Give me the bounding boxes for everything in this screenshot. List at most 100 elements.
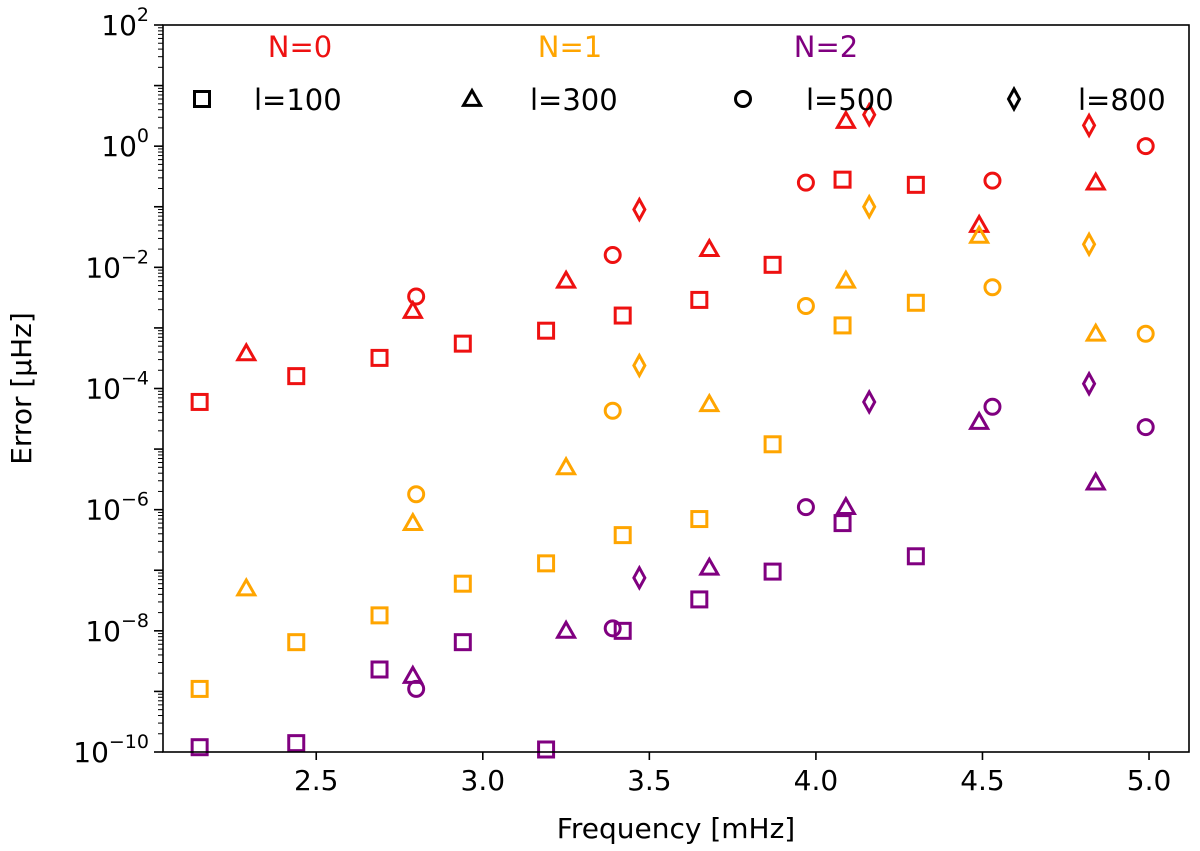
data-point (796, 297, 815, 316)
axes: 2.5 3.0 3.5 4.0 4.5 5.0 10−10 10−8 10−6 10−4 10−2 1… (5, 4, 1190, 845)
x-tick-label: 4.0 (794, 764, 839, 797)
data-point (537, 554, 556, 573)
legend-entry-l300: l=300 (460, 83, 618, 117)
data-point (453, 334, 472, 353)
data-point (1084, 471, 1107, 491)
y-tick-label: 10−10 (73, 731, 149, 769)
legend-square-icon (193, 90, 211, 108)
data-point (968, 213, 991, 233)
data-point (906, 175, 925, 194)
data-point (861, 193, 877, 220)
y-tick-label: 10−2 (85, 246, 149, 284)
data-point (235, 576, 258, 597)
data-point (370, 348, 389, 367)
data-point (370, 606, 389, 625)
series-3 (632, 101, 1097, 223)
data-point (287, 367, 306, 386)
data-point (370, 660, 389, 679)
legend-label: l=800 (1078, 83, 1166, 117)
y-tick-label: 10−6 (85, 489, 149, 527)
data-point (834, 495, 857, 516)
data-point (1136, 418, 1155, 437)
data-point (834, 109, 857, 129)
legend-circle-icon (734, 90, 752, 108)
data-point (698, 556, 721, 576)
data-point (983, 397, 1002, 416)
data-point (1136, 324, 1155, 343)
legend: N=0 N=1 N=2 l=100 l=300 l=500 l=800 (193, 30, 1166, 117)
data-point (690, 290, 709, 309)
series-6 (407, 278, 1155, 504)
data-point (401, 299, 424, 319)
legend-diamond-icon (1006, 85, 1022, 113)
plot-area (190, 101, 1155, 759)
y-tick-label: 100 (101, 125, 149, 163)
data-point (861, 388, 877, 416)
data-point (407, 485, 426, 504)
data-point (190, 738, 209, 757)
series-5 (235, 224, 1107, 597)
data-point (603, 401, 622, 420)
y-tick-label: 10−8 (85, 610, 149, 648)
series-7 (632, 193, 1097, 379)
data-point (603, 245, 622, 264)
data-point (1081, 112, 1097, 139)
y-axis-label: Error [μHz] (5, 312, 38, 465)
data-point (407, 287, 426, 306)
data-point (690, 510, 709, 529)
data-point (698, 392, 721, 413)
data-point (698, 237, 721, 257)
legend-entry-l800: l=800 (1006, 83, 1166, 117)
legend-label-n2: N=2 (794, 30, 858, 64)
data-point (1084, 322, 1107, 342)
data-point (554, 269, 578, 289)
data-point (632, 564, 647, 591)
legend-entry-l100: l=100 (193, 83, 342, 117)
data-point (763, 255, 782, 274)
data-point (537, 321, 556, 340)
data-point (983, 278, 1002, 297)
data-point (287, 633, 306, 652)
data-point (401, 664, 424, 684)
data-point (763, 562, 782, 581)
data-point (796, 498, 815, 517)
legend-entry-l500: l=500 (734, 83, 894, 117)
data-point (613, 306, 632, 325)
data-point (453, 633, 472, 652)
x-tick-label: 4.5 (960, 764, 1005, 797)
data-point (833, 514, 852, 533)
data-point (190, 392, 209, 411)
x-tick-label: 2.5 (294, 764, 339, 797)
data-point (833, 316, 852, 335)
data-point (603, 619, 622, 638)
legend-label-n1: N=1 (538, 30, 602, 64)
legend-label: l=300 (530, 83, 618, 117)
series-10 (407, 397, 1155, 698)
data-point (537, 740, 556, 759)
plot-frame (162, 24, 1190, 753)
data-point (190, 679, 209, 698)
data-point (613, 526, 632, 545)
data-point (453, 574, 472, 593)
data-point (690, 590, 709, 609)
data-point (834, 269, 857, 289)
data-point (554, 619, 578, 639)
series-1 (235, 109, 1107, 362)
data-point (833, 170, 852, 189)
data-point (968, 410, 991, 430)
data-point (554, 455, 578, 476)
y-tick-label: 10−4 (85, 368, 149, 406)
legend-label: l=500 (806, 83, 894, 117)
x-tick-label: 3.5 (627, 764, 672, 797)
data-point (796, 173, 815, 192)
legend-label: l=100 (254, 83, 342, 117)
series-0 (190, 170, 925, 411)
data-point (968, 224, 991, 244)
data-point (287, 734, 306, 753)
x-tick-label: 3.0 (461, 764, 506, 797)
data-point (983, 171, 1002, 190)
data-point (613, 621, 632, 640)
data-point (763, 435, 782, 454)
data-point (861, 101, 877, 128)
